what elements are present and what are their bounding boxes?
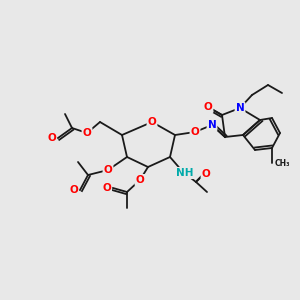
Text: O: O: [82, 128, 91, 138]
Text: NH: NH: [176, 168, 194, 178]
Text: O: O: [47, 133, 56, 143]
Text: O: O: [202, 169, 210, 179]
Text: O: O: [136, 175, 144, 185]
Text: O: O: [102, 183, 111, 193]
Text: O: O: [148, 117, 156, 127]
Text: N: N: [236, 103, 244, 113]
Text: O: O: [103, 165, 112, 175]
Text: CH₃: CH₃: [275, 158, 290, 167]
Text: O: O: [204, 102, 212, 112]
Text: O: O: [69, 185, 78, 195]
Text: N: N: [208, 120, 216, 130]
Text: O: O: [190, 127, 200, 137]
